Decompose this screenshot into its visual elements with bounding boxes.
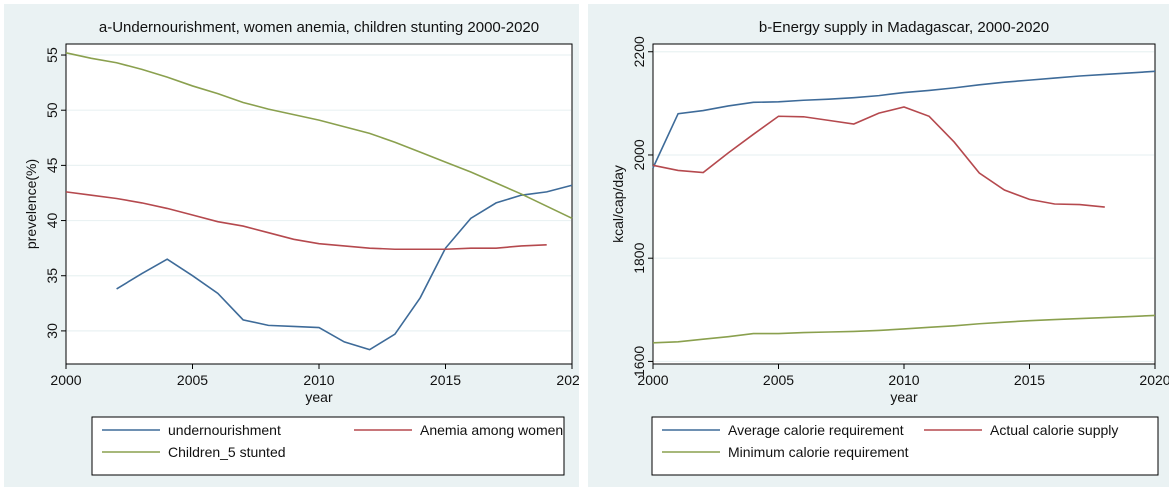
chart-panel-b: b-Energy supply in Madagascar, 2000-2020… <box>588 4 1171 487</box>
series-line-1 <box>652 106 1105 208</box>
legend-label: undernourishment <box>168 422 281 438</box>
y-axis-title: prevelence(%) <box>23 159 39 249</box>
legend-label: Average calorie requirement <box>728 422 904 438</box>
legend-label: Anemia among women <box>420 422 563 438</box>
series-line-1 <box>65 191 547 251</box>
x-tick-label: 2015 <box>430 372 461 388</box>
y-tick-label: 1800 <box>631 242 647 273</box>
series-line-2 <box>652 314 1156 344</box>
chart-panel-a: a-Undernourishment, women anemia, childr… <box>4 4 588 487</box>
x-tick-label: 2010 <box>888 372 919 388</box>
x-tick-label: 2005 <box>763 372 794 388</box>
legend-label: Minimum calorie requirement <box>728 444 909 460</box>
x-tick-label: 2020 <box>1139 372 1169 388</box>
x-tick-label: 2005 <box>177 372 208 388</box>
x-tick-label: 2020 <box>556 372 579 388</box>
chart-title: b-Energy supply in Madagascar, 2000-2020 <box>759 19 1049 36</box>
y-axis-title: kcal/cap/day <box>610 165 626 243</box>
legend-label: Actual calorie supply <box>990 422 1118 438</box>
x-tick-label: 2000 <box>50 372 81 388</box>
y-tick-label: 40 <box>44 213 60 229</box>
series-line-2 <box>65 52 573 220</box>
chart-b-svg: b-Energy supply in Madagascar, 2000-2020… <box>610 19 1171 476</box>
x-tick-label: 2010 <box>303 372 334 388</box>
chart-title: a-Undernourishment, women anemia, childr… <box>99 19 539 36</box>
y-tick-label: 30 <box>44 323 60 339</box>
y-tick-label: 45 <box>44 157 60 173</box>
legend-label: Children_5 stunted <box>168 444 286 460</box>
x-tick-label: 2015 <box>1014 372 1045 388</box>
x-tick-label: 2000 <box>637 372 668 388</box>
y-tick-label: 2000 <box>631 139 647 170</box>
series-line-0 <box>116 184 573 351</box>
y-tick-label: 1600 <box>631 346 647 377</box>
plot-area <box>65 43 573 365</box>
legend <box>91 416 565 476</box>
legend <box>651 416 1159 476</box>
chart-a-svg: a-Undernourishment, women anemia, childr… <box>23 19 588 476</box>
series-line-0 <box>652 70 1156 169</box>
y-tick-label: 55 <box>44 47 60 63</box>
x-axis-title: year <box>890 389 918 405</box>
x-axis-title: year <box>305 389 333 405</box>
y-tick-label: 50 <box>44 102 60 118</box>
y-tick-label: 35 <box>44 268 60 284</box>
y-tick-label: 2200 <box>631 36 647 67</box>
